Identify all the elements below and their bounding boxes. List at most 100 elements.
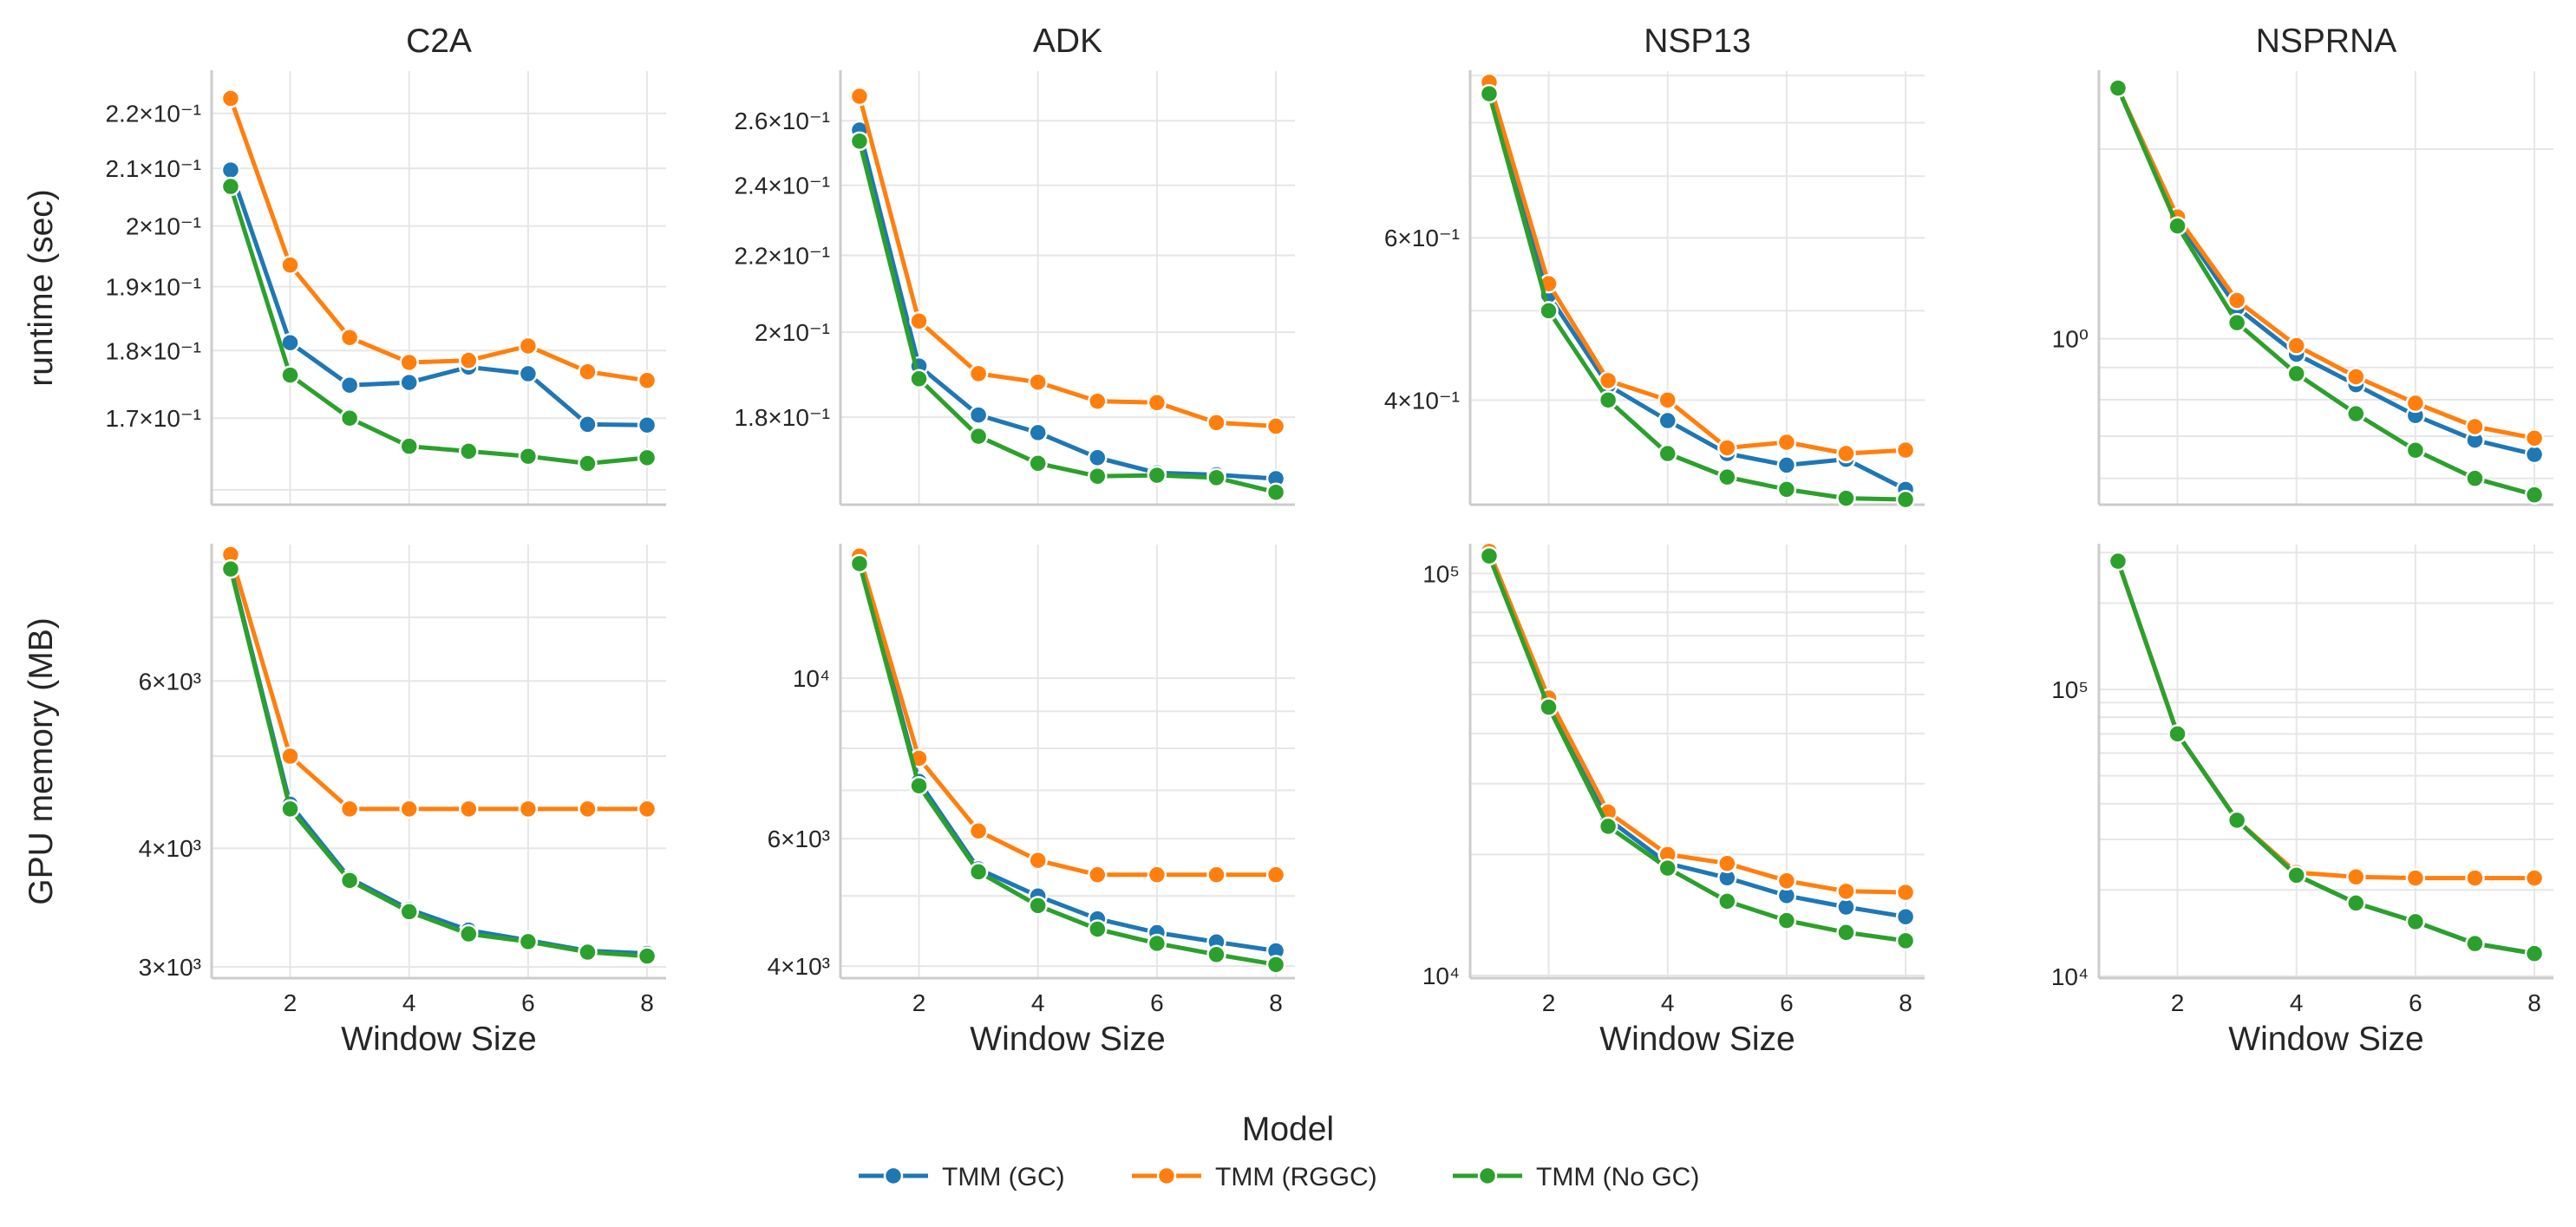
- series-line-tmm-no-gc: [857, 139, 1278, 495]
- data-point-tmm-no-gc: [459, 924, 479, 944]
- y-tick-label: 4×10⁻¹: [1384, 387, 1460, 414]
- legend-label: TMM (RGGC): [1215, 1163, 1377, 1191]
- data-point-tmm-no-gc: [220, 558, 241, 579]
- data-point-tmm-rggc: [399, 352, 419, 373]
- data-point-tmm-no-gc: [518, 446, 539, 467]
- data-point-tmm-no-gc: [280, 365, 300, 385]
- data-point-tmm-rggc: [399, 799, 419, 819]
- data-point-tmm-rggc: [968, 821, 989, 841]
- data-point-tmm-no-gc: [2465, 468, 2485, 488]
- y-axis-label: GPU memory (MB): [23, 617, 60, 905]
- data-point-tmm-rggc: [578, 362, 598, 382]
- series-line-tmm-gc: [2115, 86, 2537, 457]
- x-tick-label: 2: [1542, 989, 1556, 1016]
- data-point-tmm-no-gc: [1206, 944, 1226, 965]
- y-tick-label: 2.6×10⁻¹: [734, 108, 830, 134]
- series-line-tmm-rggc: [857, 94, 1278, 428]
- data-point-tmm-rggc: [1895, 440, 1916, 460]
- data-point-tmm-no-gc: [1598, 390, 1618, 410]
- data-point-tmm-rggc: [1776, 432, 1797, 453]
- y-tick-label: 10⁴: [793, 665, 830, 692]
- y-tick-label: 6×10³: [768, 826, 830, 852]
- data-point-tmm-rggc: [2524, 428, 2545, 448]
- data-point-tmm-gc: [220, 160, 241, 180]
- panel-title: C2A: [406, 23, 472, 60]
- data-point-tmm-no-gc: [2108, 78, 2128, 98]
- x-tick-label: 4: [1661, 989, 1675, 1016]
- series-line-tmm-rggc: [1487, 549, 1908, 895]
- data-point-tmm-rggc: [2346, 367, 2366, 387]
- data-point-tmm-gc: [339, 375, 360, 395]
- data-point-tmm-no-gc: [2405, 911, 2426, 932]
- y-tick-label: 6×10⁻¹: [1384, 225, 1460, 251]
- data-point-tmm-no-gc: [1717, 891, 1737, 911]
- data-point-tmm-gc: [1657, 410, 1677, 431]
- series-line-tmm-no-gc: [228, 184, 650, 466]
- legend-item-tmm-rggc: TMM (RGGC): [1132, 1163, 1377, 1191]
- data-point-tmm-rggc: [1088, 391, 1108, 411]
- data-point-tmm-rggc: [2405, 393, 2426, 414]
- series-line-tmm-rggc: [228, 96, 650, 383]
- data-point-tmm-rggc: [1265, 416, 1286, 436]
- x-axis-label: Window Size: [2228, 1021, 2423, 1058]
- series-line-tmm-no-gc: [857, 561, 1278, 967]
- data-point-tmm-no-gc: [578, 454, 598, 473]
- y-tick-label: 10⁰: [2052, 326, 2089, 353]
- series-line-tmm-gc: [1487, 84, 1908, 492]
- data-point-tmm-no-gc: [1088, 919, 1108, 939]
- data-point-tmm-no-gc: [1088, 466, 1108, 486]
- x-tick-label: 8: [640, 989, 654, 1016]
- data-point-tmm-no-gc: [1479, 545, 1500, 566]
- data-point-tmm-no-gc: [1265, 955, 1286, 975]
- data-point-tmm-no-gc: [909, 369, 929, 389]
- series-line-tmm-no-gc: [1487, 553, 1908, 943]
- data-point-tmm-rggc: [1657, 390, 1677, 410]
- series-line-tmm-gc: [2115, 558, 2537, 956]
- data-point-tmm-no-gc: [1717, 467, 1737, 487]
- y-tick-label: 1.9×10⁻¹: [105, 274, 201, 301]
- data-point-tmm-no-gc: [1479, 83, 1500, 104]
- data-point-tmm-no-gc: [518, 931, 539, 952]
- series-line-tmm-gc: [857, 557, 1278, 953]
- series-line-tmm-no-gc: [228, 566, 650, 959]
- series-line-tmm-gc: [1487, 551, 1908, 919]
- legend-label: TMM (No GC): [1536, 1163, 1699, 1191]
- y-tick-label: 1.8×10⁻¹: [734, 404, 830, 431]
- data-point-tmm-no-gc: [1028, 454, 1048, 473]
- series-line-tmm-rggc: [228, 552, 650, 812]
- data-point-tmm-rggc: [1836, 881, 1856, 902]
- data-point-tmm-rggc: [2524, 868, 2545, 888]
- data-point-tmm-no-gc: [1776, 480, 1797, 499]
- data-point-tmm-no-gc: [637, 946, 657, 966]
- data-point-tmm-rggc: [578, 799, 598, 819]
- legend-title: Model: [1242, 1111, 1334, 1148]
- y-tick-label: 10⁵: [1422, 560, 1460, 587]
- data-point-tmm-rggc: [1598, 370, 1618, 391]
- data-point-tmm-rggc: [637, 799, 657, 819]
- data-point-tmm-no-gc: [1147, 933, 1167, 954]
- x-tick-label: 6: [1780, 989, 1794, 1016]
- data-point-tmm-no-gc: [2108, 551, 2128, 571]
- x-tick-label: 2: [2171, 989, 2185, 1016]
- panel-title: ADK: [1033, 23, 1102, 60]
- x-tick-label: 4: [2290, 989, 2304, 1016]
- series-line-tmm-rggc: [857, 553, 1278, 878]
- data-point-tmm-no-gc: [968, 426, 989, 447]
- data-point-tmm-rggc: [459, 350, 479, 370]
- panel-adk-gpu_memory: 10⁴ 6×10³ 4×10³ 2 4 6 8 Window Size: [768, 544, 1295, 1058]
- data-point-tmm-no-gc: [1895, 930, 1916, 951]
- data-point-tmm-rggc: [2465, 416, 2485, 437]
- series-line-tmm-no-gc: [2115, 86, 2537, 498]
- data-point-tmm-no-gc: [1836, 488, 1856, 508]
- data-point-tmm-rggc: [1836, 443, 1856, 464]
- series-line-tmm-gc: [857, 127, 1278, 481]
- data-point-tmm-rggc: [280, 746, 300, 767]
- data-point-tmm-rggc: [1028, 372, 1048, 392]
- y-tick-label: 1.8×10⁻¹: [105, 337, 201, 364]
- series-line-tmm-gc: [228, 167, 650, 427]
- data-point-tmm-rggc: [1088, 865, 1108, 885]
- panel-c2a-gpu_memory: 6×10³ 4×10³ 3×10³ GPU memory (MB) 2 4 6 8 Window…: [23, 544, 666, 1058]
- data-point-tmm-no-gc: [578, 942, 598, 963]
- data-point-tmm-rggc: [1028, 850, 1048, 871]
